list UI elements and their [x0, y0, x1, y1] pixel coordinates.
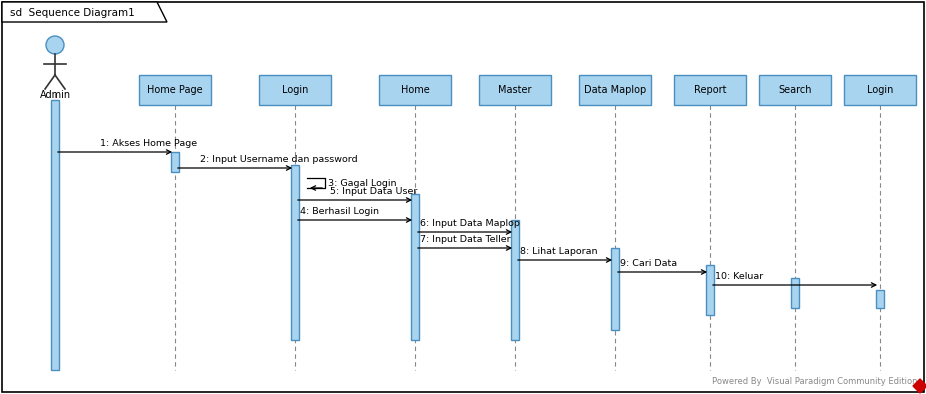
Polygon shape [2, 2, 167, 22]
FancyBboxPatch shape [291, 165, 299, 340]
FancyBboxPatch shape [259, 75, 331, 105]
Circle shape [46, 36, 64, 54]
Text: Login: Login [867, 85, 894, 95]
Text: Powered By  Visual Paradigm Community Edition: Powered By Visual Paradigm Community Edi… [712, 377, 918, 386]
Text: Home Page: Home Page [147, 85, 203, 95]
Text: 1: Akses Home Page: 1: Akses Home Page [100, 139, 197, 148]
FancyBboxPatch shape [479, 75, 551, 105]
Text: Master: Master [498, 85, 532, 95]
FancyBboxPatch shape [139, 75, 211, 105]
Text: 5: Input Data User: 5: Input Data User [330, 187, 418, 196]
FancyBboxPatch shape [706, 265, 714, 315]
Text: Login: Login [282, 85, 308, 95]
FancyBboxPatch shape [791, 278, 799, 308]
FancyBboxPatch shape [511, 220, 519, 340]
Text: 4: Berhasil Login: 4: Berhasil Login [300, 207, 379, 216]
Text: Report: Report [694, 85, 726, 95]
FancyBboxPatch shape [171, 152, 179, 172]
FancyBboxPatch shape [611, 248, 619, 330]
Text: sd  Sequence Diagram1: sd Sequence Diagram1 [10, 8, 135, 18]
Text: 6: Input Data Maplop: 6: Input Data Maplop [420, 219, 519, 228]
Text: 8: Lihat Laporan: 8: Lihat Laporan [520, 247, 597, 256]
Polygon shape [913, 379, 926, 393]
Text: Data Maplop: Data Maplop [584, 85, 646, 95]
Text: 10: Keluar: 10: Keluar [715, 272, 763, 281]
FancyBboxPatch shape [844, 75, 916, 105]
FancyBboxPatch shape [411, 194, 419, 340]
Text: Home: Home [401, 85, 430, 95]
FancyBboxPatch shape [674, 75, 746, 105]
FancyBboxPatch shape [51, 100, 59, 370]
FancyBboxPatch shape [379, 75, 451, 105]
FancyBboxPatch shape [759, 75, 831, 105]
Text: 9: Cari Data: 9: Cari Data [620, 259, 677, 268]
FancyBboxPatch shape [579, 75, 651, 105]
Text: Admin: Admin [40, 90, 70, 100]
Text: Search: Search [778, 85, 812, 95]
Text: 7: Input Data Teller: 7: Input Data Teller [420, 235, 510, 244]
Text: 2: Input Username dan password: 2: Input Username dan password [200, 155, 357, 164]
FancyBboxPatch shape [876, 290, 884, 308]
Text: 3: Gagal Login: 3: Gagal Login [328, 178, 396, 188]
